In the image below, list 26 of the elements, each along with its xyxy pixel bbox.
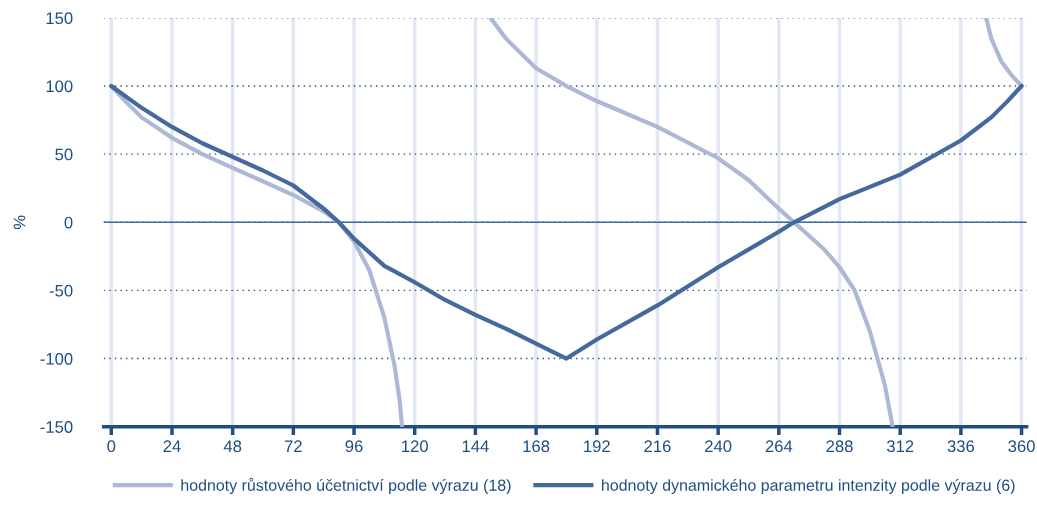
- legend-label: hodnoty dynamického parametru intenzity podle výrazu (6): [602, 478, 1015, 495]
- y-tick-label: 50: [55, 148, 73, 161]
- x-tick-label: 288: [826, 440, 853, 453]
- x-tick-label: 144: [462, 440, 489, 452]
- x-tick-label: 192: [584, 440, 610, 453]
- legend-label: hodnoty růstového účetnictví podle výrazu (18): [181, 477, 511, 495]
- x-tick-label: 360: [1008, 440, 1035, 453]
- x-tick-label: 336: [947, 440, 975, 453]
- y-tick-label: -50: [49, 284, 73, 297]
- x-tick-label: 96: [345, 440, 363, 453]
- y-tick-label: -100: [40, 352, 73, 365]
- y-tick-label: -150: [40, 421, 73, 433]
- x-tick-label: 312: [886, 440, 914, 453]
- y-axis-title: %: [13, 215, 26, 230]
- x-tick-label: 264: [765, 440, 793, 453]
- y-tick-label: 100: [46, 80, 73, 93]
- x-tick-label: 24: [163, 440, 181, 452]
- y-tick-label: 0: [64, 216, 73, 229]
- x-tick-label: 48: [223, 440, 242, 453]
- x-tick-label: 120: [402, 440, 428, 453]
- x-tick-label: 168: [523, 440, 550, 453]
- x-tick-label: 0: [107, 440, 116, 453]
- x-tick-label: 216: [644, 440, 671, 453]
- x-tick-label: 72: [284, 440, 302, 452]
- x-tick-label: 240: [705, 440, 732, 453]
- y-tick-label: 150: [46, 12, 73, 25]
